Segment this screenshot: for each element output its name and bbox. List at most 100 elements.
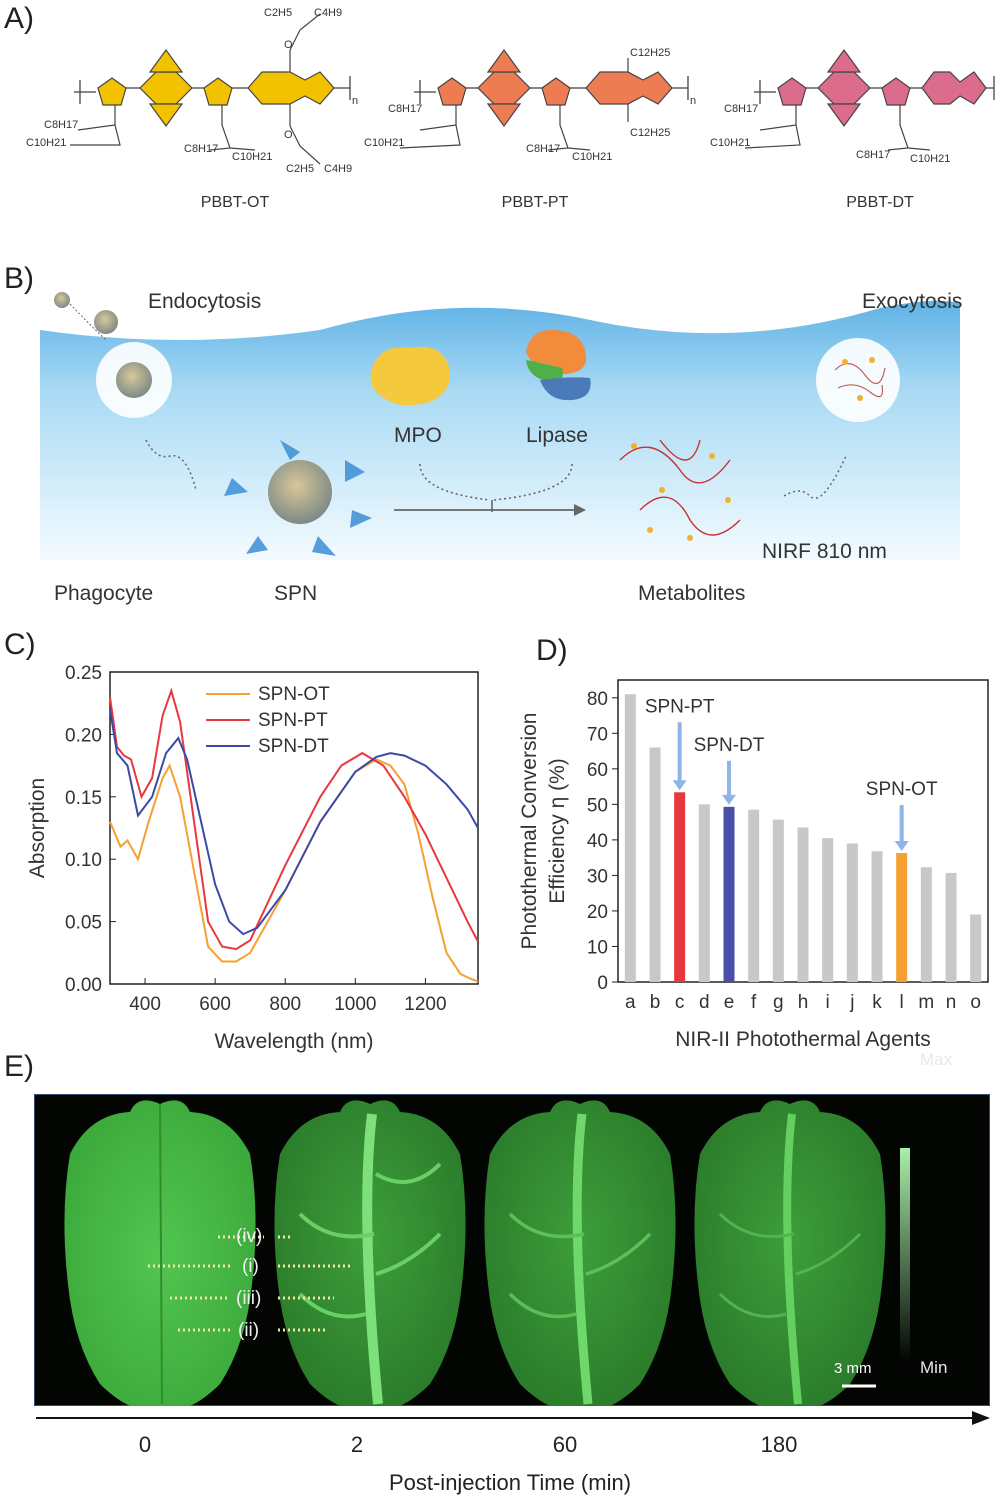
thiophene-ring (203, 77, 233, 106)
nirf-label: NIRF 810 nm (762, 540, 887, 563)
nir-imaging-panel (34, 1094, 990, 1406)
substituent-label: n (690, 95, 696, 107)
annotation-arrowhead (672, 780, 687, 791)
substituent-label: C12H25 (630, 127, 670, 139)
substituent-label: C8H17 (184, 143, 218, 155)
panel-e-label: E) (4, 1050, 34, 1083)
endocytosis-label: Endocytosis (148, 290, 262, 313)
polymer-structures: C2H5 C4H9 O O C2H5 C4H9 C8H17 C10H21 C8H… (26, 7, 995, 175)
annotation-label: SPN-OT (866, 779, 938, 800)
x-tick-label: i (826, 992, 830, 1013)
y-tick-label: 0.25 (65, 663, 102, 684)
substituent-label: C4H9 (314, 7, 342, 19)
y-tick-label: 0.20 (65, 725, 102, 746)
metabolism-scheme (40, 292, 960, 560)
x-tick-label: m (918, 992, 934, 1013)
x-tick-label: c (675, 992, 685, 1013)
y-tick-label: 50 (587, 795, 608, 816)
x-tick-label: j (849, 992, 854, 1013)
scale-bar-label: 3 mm (834, 1360, 872, 1377)
absorption-chart: 0.00 0.05 0.10 0.15 0.20 0.25 400 600 800 1000 120… (26, 663, 479, 1053)
y-tick-label: 0.15 (65, 788, 102, 809)
panel-a-label: A) (4, 2, 34, 35)
spn-particle (268, 460, 332, 524)
substituent-label: C10H21 (364, 137, 404, 149)
pbbt-ot-structure (70, 13, 351, 165)
substituent-label: C10H21 (910, 153, 950, 165)
brain-image-t60 (484, 1100, 676, 1406)
time-axis (36, 1411, 990, 1425)
x-tick-label: n (946, 992, 957, 1013)
brain-image-t0 (64, 1100, 256, 1406)
panel-b-label: B) (4, 262, 34, 295)
x-tick-label: g (773, 992, 784, 1013)
polymer-name-pt: PBBT-PT (501, 194, 569, 211)
x-tick-label: 400 (129, 994, 161, 1015)
intensity-colorbar (900, 1148, 910, 1366)
metabolites-cluster (619, 439, 741, 536)
bar-e (723, 806, 735, 982)
substituent-label: C2H5 (264, 7, 292, 19)
x-tick-label: d (699, 992, 710, 1013)
colorbar-min-label: Min (920, 1358, 948, 1377)
marker-i: (i) (242, 1256, 259, 1277)
y-tick-label: 0 (597, 973, 608, 994)
annotation-label: SPN-PT (645, 696, 715, 717)
bar-d (698, 804, 710, 982)
time-label-60: 60 (552, 1432, 578, 1457)
panel-c-label: C) (4, 628, 36, 661)
y-tick-label: 40 (587, 831, 608, 852)
annotation-arrowhead (894, 841, 909, 852)
substituent-label: C4H9 (324, 163, 352, 175)
y-tick-label: 20 (587, 902, 608, 923)
y-tick-label: 70 (587, 724, 608, 745)
polymer-name-ot: PBBT-OT (200, 194, 270, 211)
thiophene-ring (97, 77, 127, 106)
bar-i (822, 838, 834, 982)
time-label-0: 0 (138, 1432, 152, 1457)
substituent-label: C8H17 (856, 149, 890, 161)
y-tick-label: 0.10 (65, 850, 102, 871)
substituent-label: O (284, 129, 293, 141)
pbbt-dt-structure (744, 48, 995, 151)
y-tick-label: 80 (587, 689, 608, 710)
phagocyte-label: Phagocyte (54, 582, 154, 605)
mpo-enzyme (370, 346, 450, 406)
legend-label: SPN-PT (258, 710, 328, 731)
y-axis-title: Photothermal Conversion (518, 713, 541, 950)
substituent-label: n (352, 95, 358, 107)
substituent-label: C10H21 (710, 137, 750, 149)
bar-o (970, 914, 982, 982)
bar-g (772, 819, 784, 982)
benzobisthiadiazole-core (139, 71, 193, 105)
spn-label: SPN (274, 582, 318, 605)
exocytosis-label: Exocytosis (862, 290, 963, 313)
bar-f (748, 809, 760, 982)
polymer-name-dt: PBBT-DT (846, 194, 914, 211)
bar-n (945, 872, 957, 982)
time-label-2: 2 (350, 1432, 364, 1457)
bar-k (871, 851, 883, 982)
substituent-label: C2H5 (286, 163, 314, 175)
legend-label: SPN-DT (258, 736, 329, 757)
x-tick-label: a (625, 992, 636, 1013)
substituent-label: C8H17 (44, 119, 78, 131)
substituent-label: C10H21 (232, 151, 272, 163)
x-tick-label: l (900, 992, 904, 1013)
lipase-label: Lipase (526, 424, 588, 447)
bar-h (797, 827, 809, 982)
x-tick-label: b (650, 992, 661, 1013)
x-tick-label: 1000 (334, 994, 376, 1015)
series-line-spn-dt (109, 709, 479, 936)
substituent-label: C8H17 (724, 103, 758, 115)
x-tick-label: 1200 (404, 994, 446, 1015)
benzodithiophene-unit (247, 71, 335, 105)
x-tick-label: 800 (269, 994, 301, 1015)
substituent-label: C10H21 (26, 137, 66, 149)
x-tick-label: h (798, 992, 809, 1013)
x-tick-label: e (724, 992, 735, 1013)
brain-image-t180 (694, 1100, 886, 1406)
series-line-spn-pt (109, 687, 479, 951)
annotation-arrowhead (722, 794, 736, 805)
legend-label: SPN-OT (258, 684, 330, 705)
